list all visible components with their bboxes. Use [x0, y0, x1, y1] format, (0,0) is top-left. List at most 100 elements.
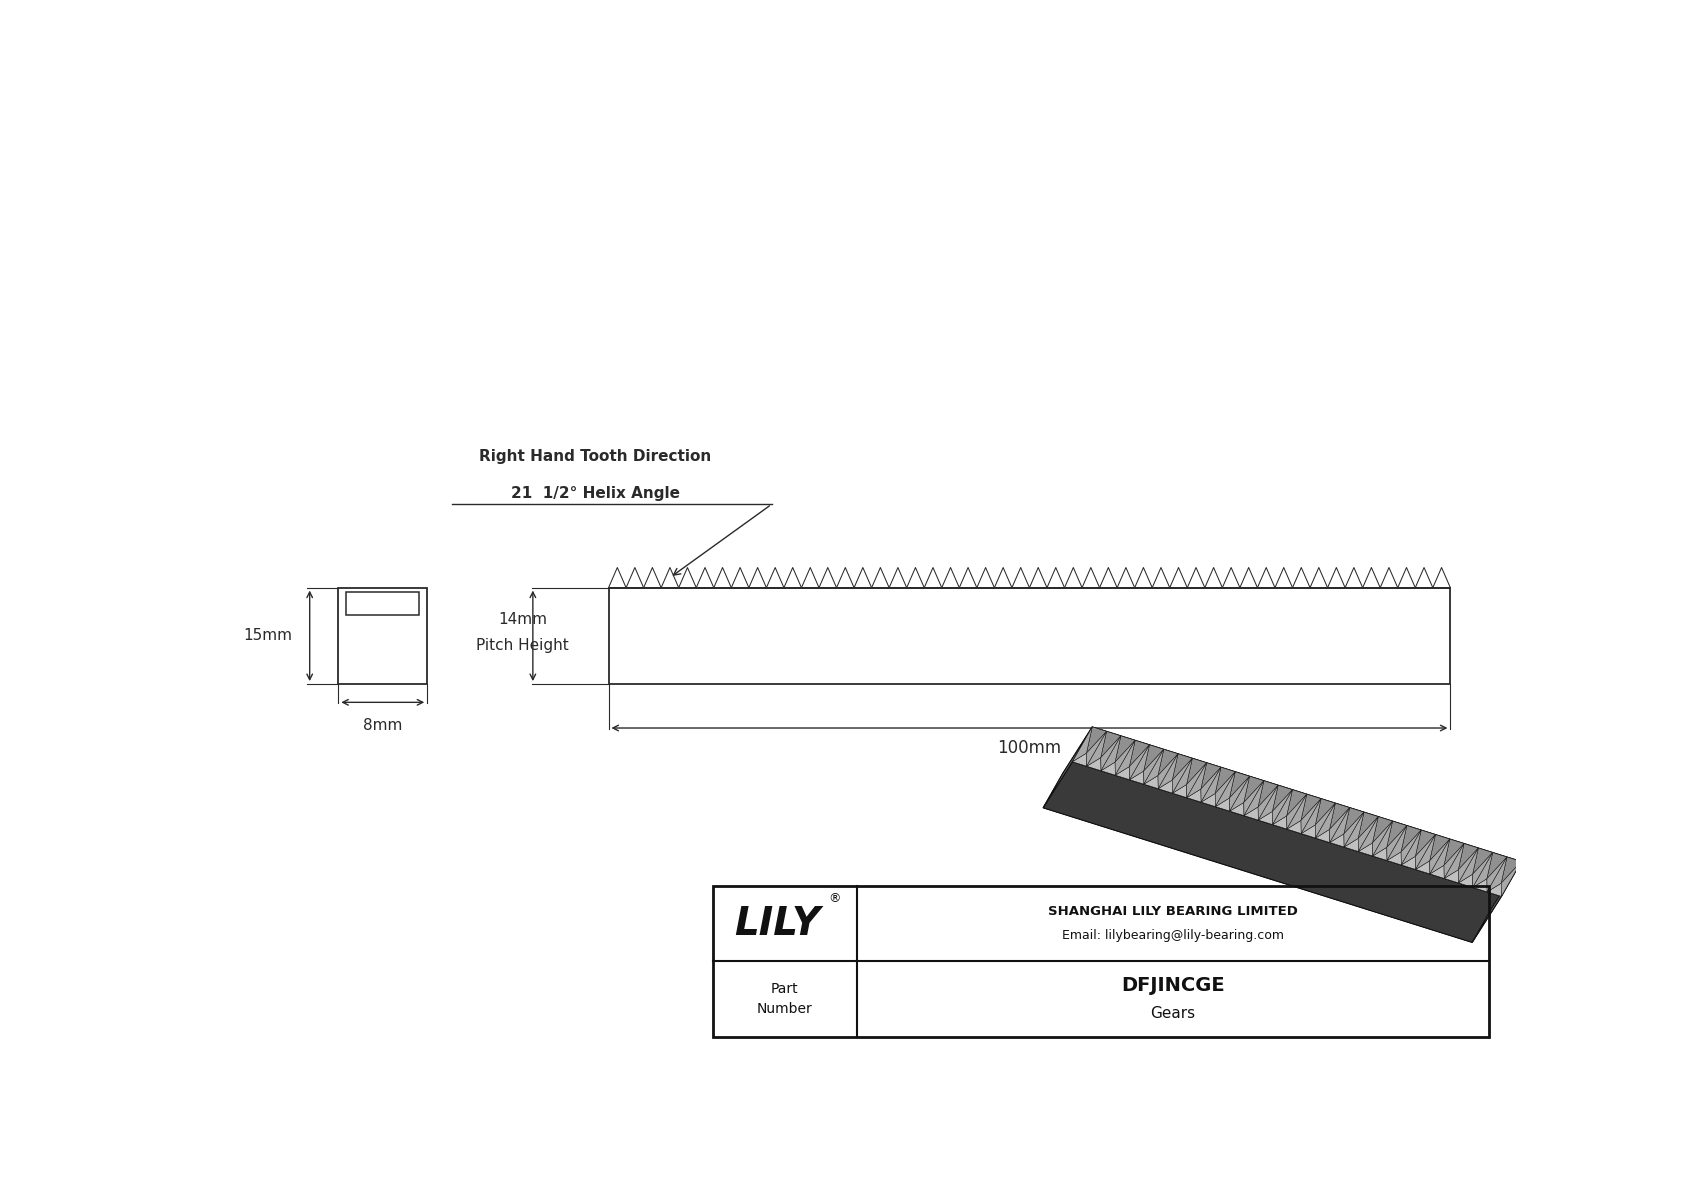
Polygon shape — [1244, 781, 1265, 816]
Text: Gears: Gears — [1150, 1006, 1196, 1022]
Polygon shape — [1042, 727, 1093, 807]
Bar — [338, 587, 428, 684]
Polygon shape — [1401, 856, 1416, 869]
Polygon shape — [1273, 816, 1287, 829]
Polygon shape — [1073, 727, 1093, 762]
Polygon shape — [1359, 812, 1378, 838]
Polygon shape — [1229, 777, 1250, 811]
Text: 14mm: 14mm — [498, 612, 547, 626]
Polygon shape — [1159, 749, 1179, 775]
Polygon shape — [1474, 879, 1487, 892]
Polygon shape — [1359, 817, 1378, 852]
Polygon shape — [1130, 744, 1150, 780]
Polygon shape — [1229, 777, 1250, 811]
Polygon shape — [1302, 794, 1320, 821]
Polygon shape — [1430, 840, 1450, 874]
Polygon shape — [1130, 741, 1150, 767]
Polygon shape — [1287, 821, 1302, 834]
Polygon shape — [1430, 840, 1450, 874]
Polygon shape — [1415, 830, 1435, 856]
Polygon shape — [1472, 848, 1492, 874]
Text: Part
Number: Part Number — [756, 983, 813, 1016]
Polygon shape — [1115, 767, 1130, 780]
Polygon shape — [1258, 811, 1273, 824]
Polygon shape — [1101, 731, 1122, 757]
Polygon shape — [1372, 847, 1388, 860]
Polygon shape — [1130, 771, 1143, 784]
Polygon shape — [1101, 736, 1122, 771]
Polygon shape — [1063, 727, 1521, 908]
Polygon shape — [1287, 794, 1307, 829]
Polygon shape — [1172, 759, 1192, 793]
Polygon shape — [1086, 731, 1106, 766]
Polygon shape — [1388, 821, 1406, 847]
Polygon shape — [1201, 762, 1221, 788]
Text: SHANGHAI LILY BEARING LIMITED: SHANGHAI LILY BEARING LIMITED — [1047, 905, 1298, 918]
Polygon shape — [1443, 840, 1463, 866]
Polygon shape — [1101, 762, 1115, 775]
Polygon shape — [1287, 790, 1307, 816]
Polygon shape — [1073, 727, 1521, 897]
Polygon shape — [1416, 861, 1430, 874]
Polygon shape — [1401, 830, 1421, 865]
Text: ®: ® — [829, 892, 840, 905]
Polygon shape — [1229, 772, 1250, 798]
Polygon shape — [1216, 767, 1236, 793]
Polygon shape — [1258, 785, 1278, 821]
Polygon shape — [1258, 785, 1278, 821]
Polygon shape — [1172, 785, 1187, 798]
Polygon shape — [1415, 835, 1435, 869]
Polygon shape — [1159, 780, 1172, 793]
Polygon shape — [1388, 825, 1406, 860]
Polygon shape — [1487, 884, 1502, 897]
Polygon shape — [1229, 803, 1244, 816]
Polygon shape — [1458, 848, 1479, 883]
Polygon shape — [1372, 817, 1393, 843]
Polygon shape — [1302, 825, 1315, 838]
Polygon shape — [1143, 744, 1164, 771]
Polygon shape — [1143, 749, 1164, 784]
Polygon shape — [1187, 762, 1207, 798]
Polygon shape — [1344, 838, 1359, 852]
Polygon shape — [1244, 807, 1258, 821]
Polygon shape — [1115, 736, 1135, 762]
Polygon shape — [1372, 821, 1393, 856]
Polygon shape — [1115, 741, 1135, 775]
Polygon shape — [1458, 848, 1479, 883]
Polygon shape — [1086, 757, 1101, 771]
Polygon shape — [1330, 803, 1349, 829]
Polygon shape — [1273, 790, 1292, 824]
Polygon shape — [1344, 807, 1364, 834]
Polygon shape — [1159, 754, 1179, 788]
Polygon shape — [1359, 843, 1372, 856]
Polygon shape — [1172, 759, 1192, 793]
Polygon shape — [1315, 803, 1335, 838]
Polygon shape — [1458, 843, 1479, 869]
Polygon shape — [1443, 843, 1463, 879]
Polygon shape — [1115, 741, 1135, 775]
Polygon shape — [1445, 843, 1463, 879]
Text: Email: lilybearing@lily-bearing.com: Email: lilybearing@lily-bearing.com — [1063, 929, 1285, 942]
Polygon shape — [1258, 781, 1278, 807]
Polygon shape — [1302, 799, 1320, 834]
Polygon shape — [1244, 781, 1265, 816]
Text: LILY: LILY — [734, 905, 820, 942]
Polygon shape — [1315, 799, 1335, 825]
Polygon shape — [1487, 853, 1507, 879]
Text: Right Hand Tooth Direction: Right Hand Tooth Direction — [480, 449, 712, 463]
Polygon shape — [1216, 772, 1236, 806]
Polygon shape — [1500, 858, 1521, 884]
Polygon shape — [1273, 790, 1292, 824]
Polygon shape — [1187, 759, 1207, 785]
Polygon shape — [1315, 803, 1335, 838]
Polygon shape — [1315, 829, 1330, 842]
Polygon shape — [1487, 858, 1507, 892]
Polygon shape — [1287, 794, 1307, 829]
Polygon shape — [1372, 821, 1393, 856]
Polygon shape — [1216, 772, 1236, 806]
Polygon shape — [1244, 777, 1265, 803]
Polygon shape — [1472, 853, 1492, 887]
Polygon shape — [1042, 762, 1502, 942]
Polygon shape — [1430, 866, 1445, 879]
Bar — [712, 886, 1490, 1037]
